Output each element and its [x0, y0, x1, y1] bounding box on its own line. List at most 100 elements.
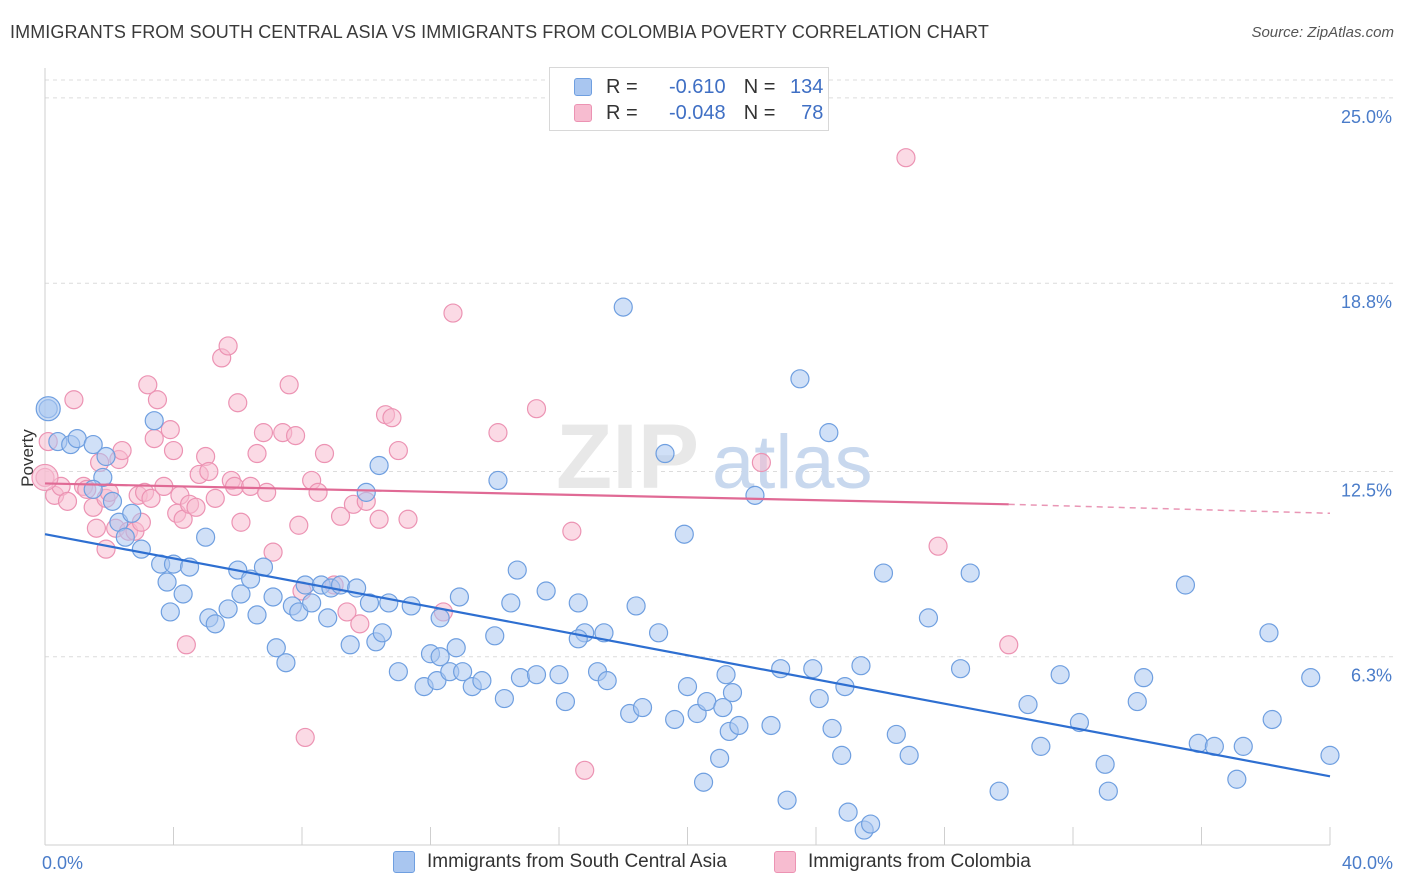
point-colombia — [999, 635, 1019, 655]
point-south-central-asia — [231, 584, 251, 604]
point-south-central-asia — [626, 596, 646, 616]
point-colombia — [928, 536, 948, 556]
point-south-central-asia — [832, 745, 852, 765]
point-south-central-asia — [102, 491, 123, 511]
series-legend: Immigrants from South Central Asia Immig… — [0, 851, 1406, 877]
legend-r-value: -0.610 — [668, 75, 726, 98]
point-south-central-asia — [790, 369, 810, 389]
point-south-central-asia — [1050, 665, 1070, 685]
point-south-central-asia — [449, 587, 470, 607]
point-colombia — [388, 440, 408, 461]
point-south-central-asia — [388, 662, 408, 682]
point-colombia — [526, 399, 547, 419]
point-colombia — [263, 542, 283, 562]
series-legend-item-colombia[interactable]: Immigrants from Colombia — [774, 851, 1031, 873]
point-south-central-asia — [1233, 736, 1253, 756]
series-legend-item-south-central-asia[interactable]: Immigrants from South Central Asia — [393, 851, 727, 873]
legend-n-value: 134 — [790, 75, 824, 98]
point-colombia — [289, 515, 309, 535]
point-south-central-asia — [1227, 769, 1247, 789]
point-colombia — [138, 375, 158, 395]
series-legend-label: Immigrants from Colombia — [808, 851, 1031, 872]
point-south-central-asia — [379, 593, 399, 613]
y-tick-label: 18.8% — [1341, 292, 1392, 312]
trend-lines — [44, 482, 1331, 778]
point-colombia — [896, 148, 916, 168]
point-south-central-asia — [1018, 694, 1038, 715]
point-south-central-asia — [713, 697, 733, 718]
point-south-central-asia — [318, 608, 338, 628]
point-south-central-asia — [1134, 668, 1154, 688]
point-south-central-asia — [340, 635, 360, 655]
point-colombia — [285, 426, 306, 446]
legend-r-label: R = — [606, 101, 638, 124]
point-south-central-asia — [674, 524, 694, 544]
point-south-central-asia — [472, 671, 492, 691]
point-colombia — [147, 390, 168, 410]
point-south-central-asia — [488, 470, 508, 491]
point-south-central-asia — [613, 297, 633, 317]
point-colombia — [350, 614, 370, 634]
point-south-central-asia — [1262, 709, 1282, 730]
point-south-central-asia — [899, 745, 919, 765]
point-south-central-asia — [83, 434, 103, 455]
axis-labels: 25.0% 18.8% 12.5% 6.3% 0.0% 40.0% Poverty — [18, 107, 1393, 873]
point-colombia — [160, 420, 180, 440]
point-south-central-asia — [568, 593, 588, 613]
point-south-central-asia — [247, 605, 267, 625]
point-south-central-asia — [777, 790, 797, 810]
point-south-central-asia — [745, 485, 765, 505]
axes — [44, 68, 1331, 846]
point-south-central-asia — [803, 659, 823, 679]
trend-line-colombia — [44, 482, 1009, 506]
legend-r-label: R = — [606, 75, 638, 98]
point-colombia — [64, 390, 84, 410]
point-colombia — [253, 423, 274, 443]
point-south-central-asia — [729, 715, 749, 736]
point-south-central-asia — [122, 503, 142, 523]
point-colombia — [295, 727, 315, 748]
point-south-central-asia — [507, 560, 527, 580]
point-south-central-asia — [1069, 712, 1090, 733]
point-south-central-asia — [838, 802, 858, 822]
point-colombia — [218, 336, 238, 356]
point-south-central-asia — [677, 677, 698, 697]
point-south-central-asia — [761, 715, 781, 736]
point-colombia — [308, 482, 328, 502]
point-south-central-asia — [1031, 736, 1051, 756]
point-south-central-asia — [173, 584, 193, 604]
legend-n-label: N = — [743, 101, 776, 124]
point-south-central-asia — [276, 653, 296, 673]
point-south-central-asia — [485, 626, 505, 646]
point-colombia — [205, 488, 225, 508]
point-south-central-asia — [648, 623, 669, 643]
point-colombia — [241, 476, 261, 497]
y-axis-label: Poverty — [18, 429, 37, 487]
point-colombia — [382, 408, 402, 428]
point-south-central-asia — [67, 428, 87, 449]
point-south-central-asia — [1098, 781, 1118, 801]
chart-source: Source: ZipAtlas.com — [1251, 24, 1394, 41]
point-colombia — [330, 506, 351, 526]
point-south-central-asia — [950, 659, 971, 679]
legend-row-south-central-asia: R = -0.610 N = 134 — [574, 75, 823, 99]
point-colombia — [96, 539, 116, 559]
point-south-central-asia — [822, 718, 842, 739]
data-points — [31, 148, 1340, 840]
point-south-central-asia — [597, 671, 617, 691]
point-colombia — [112, 440, 132, 461]
point-colombia — [176, 635, 196, 655]
point-colombia — [199, 461, 219, 482]
watermark-atlas: atlas — [712, 420, 873, 505]
point-south-central-asia — [555, 691, 576, 712]
trend-line-colombia-extension — [1008, 503, 1331, 515]
point-south-central-asia — [510, 668, 531, 688]
x-tick-label-start: 0.0% — [42, 853, 83, 873]
point-south-central-asia — [1127, 691, 1147, 712]
point-south-central-asia — [960, 563, 980, 583]
point-colombia — [314, 443, 335, 464]
point-south-central-asia — [918, 608, 939, 628]
point-colombia — [562, 521, 582, 541]
point-south-central-asia — [536, 581, 556, 601]
point-south-central-asia — [655, 443, 675, 464]
